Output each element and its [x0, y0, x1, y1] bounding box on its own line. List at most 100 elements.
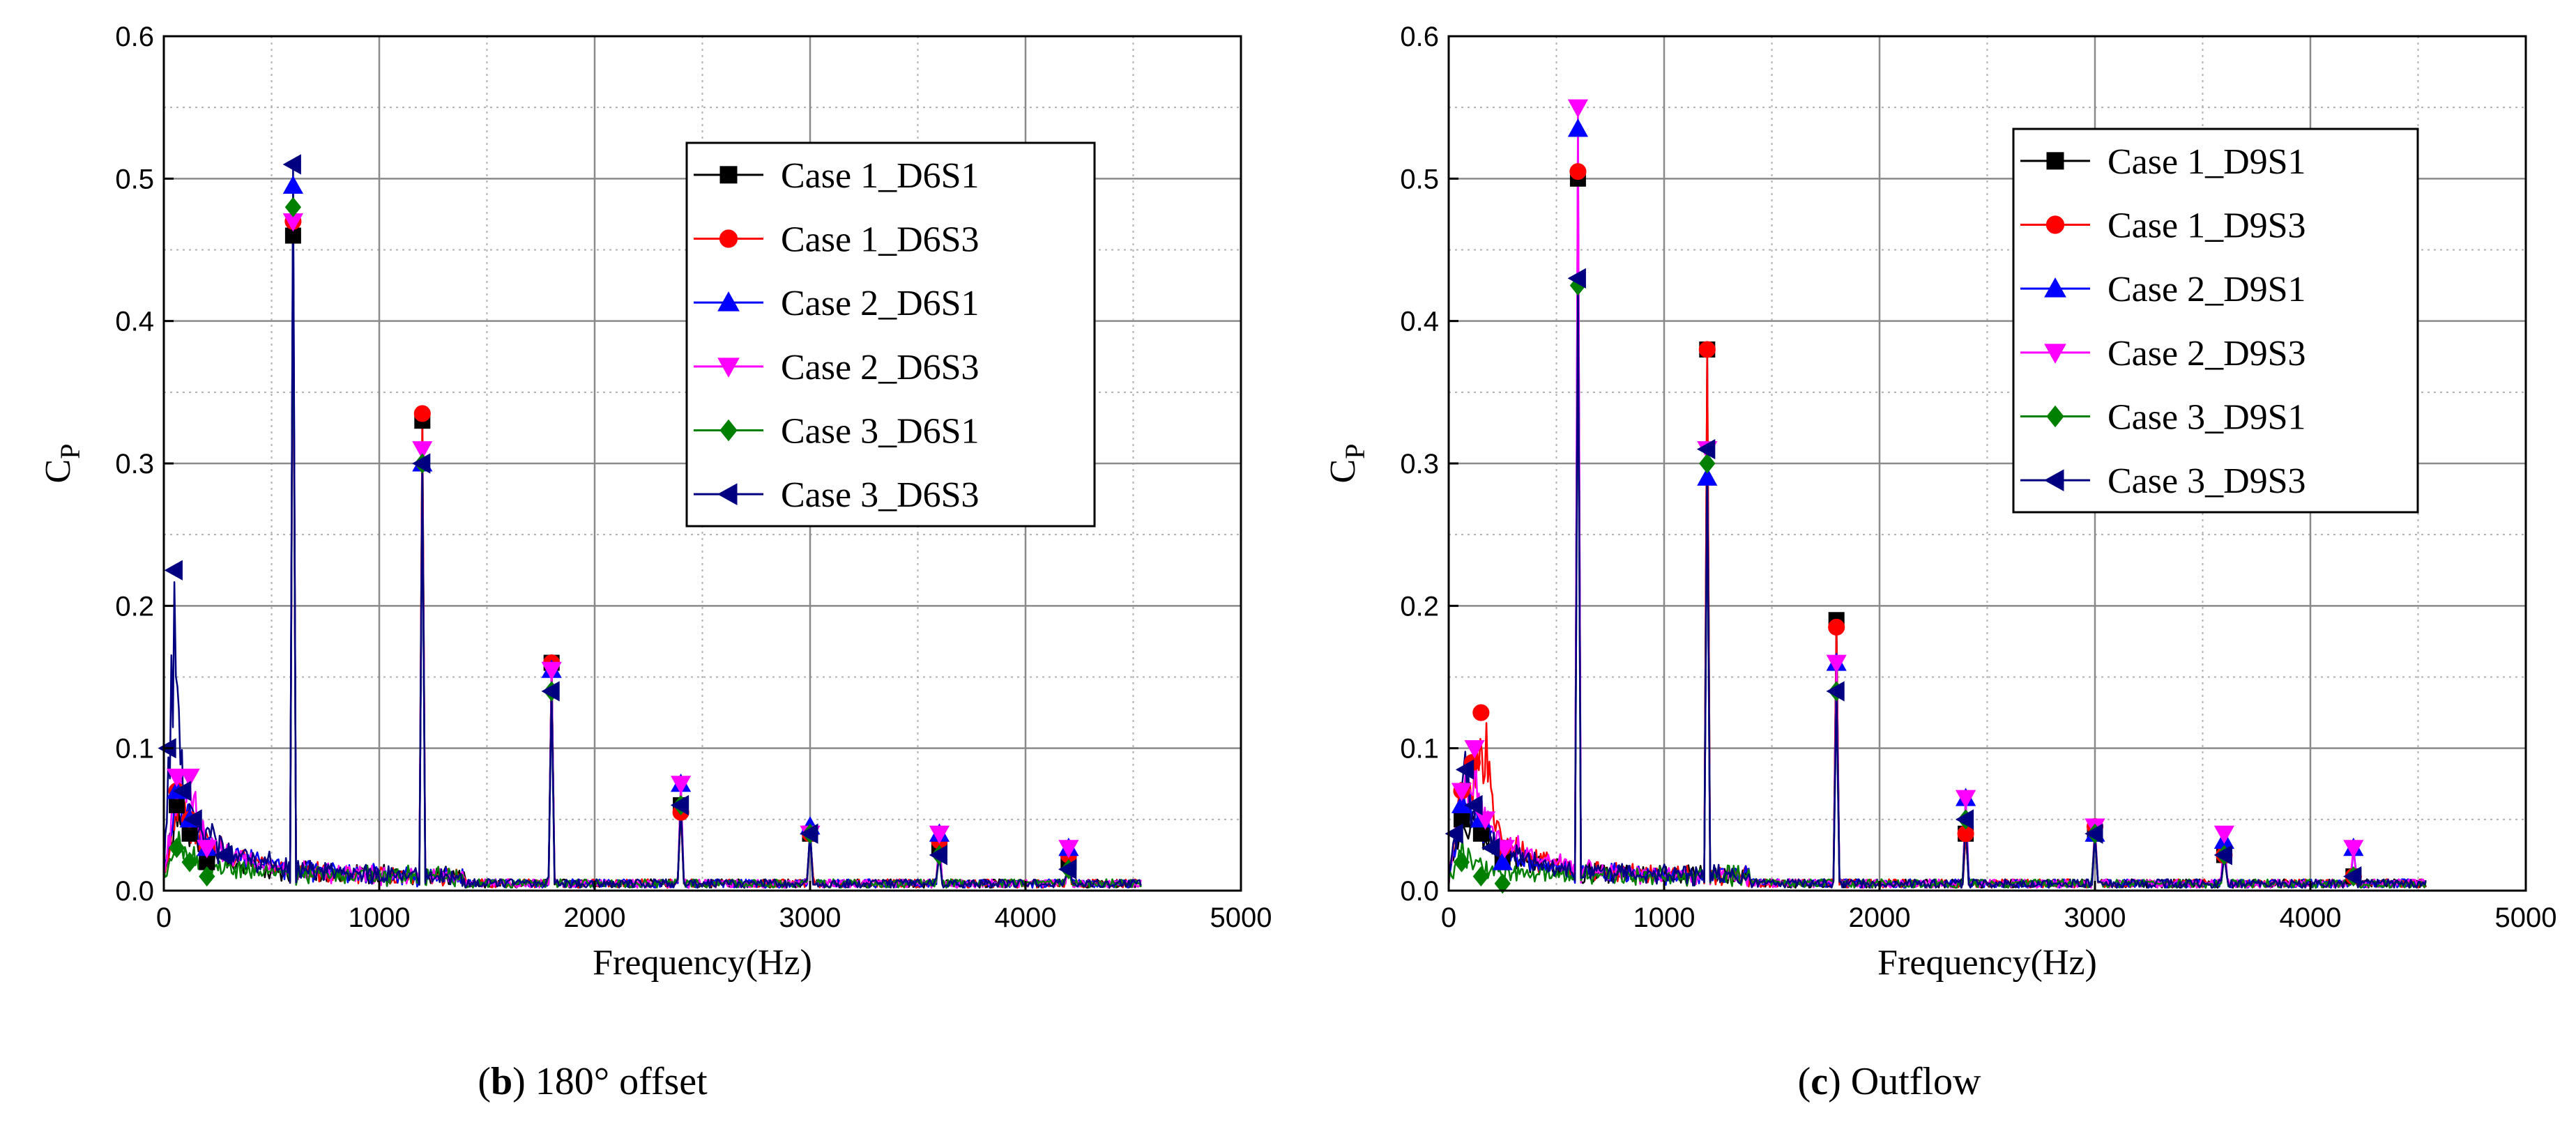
lowfreq-marker-5-2 — [1472, 866, 1489, 887]
peak-marker-4-1 — [1567, 99, 1588, 118]
legend-label-3: Case 2_D6S1 — [781, 284, 980, 323]
lowfreq-marker-6-2 — [1455, 759, 1474, 780]
peak-marker-6-4 — [1955, 809, 1974, 830]
legend-label-1: Case 1_D9S1 — [2108, 142, 2306, 182]
legend-marker-2 — [2045, 215, 2065, 234]
legend-label-6: Case 3_D9S3 — [2108, 461, 2306, 501]
x-tick-label: 3000 — [779, 902, 841, 933]
y-tick-label: 0.6 — [115, 22, 154, 52]
peak-marker-4-2 — [412, 441, 433, 460]
lowfreq-marker-4-1 — [166, 769, 188, 787]
chart-panel-c: 0 1000 2000 3000 4000 5000 0.0 0.1 0.2 0.3 0.4 0.5 0… — [1323, 22, 2556, 983]
y-tick-label: 0.3 — [1400, 449, 1439, 479]
x-tick-label: 1000 — [1633, 902, 1695, 933]
x-tick-label: 1000 — [349, 902, 411, 933]
legend: Case 1_D9S1 Case 1_D9S3 Case 2_D9S1 Case 2_… — [2012, 128, 2419, 514]
legend: Case 1_D6S1 Case 1_D6S3 Case 2_D6S1 Case 2_… — [685, 141, 1096, 528]
legend-label-2: Case 1_D9S3 — [2108, 206, 2306, 246]
lowfreq-marker-4-1 — [1451, 783, 1472, 801]
peak-marker-2-1 — [1569, 163, 1587, 180]
peak-marker-6-2 — [1697, 438, 1716, 460]
lowfreq-marker-4-3 — [1474, 811, 1496, 830]
legend-label-4: Case 2_D9S3 — [2108, 334, 2306, 374]
peak-marker-5-1 — [284, 197, 302, 217]
x-tick-label: 3000 — [2064, 902, 2126, 933]
lowfreq-marker-4-2 — [179, 769, 200, 787]
y-tick-label: 0.5 — [115, 164, 154, 194]
lowfreq-marker-3-3 — [1492, 852, 1513, 870]
lowfreq-marker-6-3 — [173, 781, 192, 801]
legend-marker-3 — [2044, 277, 2066, 298]
peak-marker-3-1 — [1567, 118, 1588, 137]
caption-c-text: Outflow — [1841, 1060, 1981, 1103]
legend-label-3: Case 2_D9S1 — [2108, 270, 2306, 309]
y-axis-label: CP — [38, 444, 86, 484]
peak-marker-6-7 — [2343, 866, 2362, 887]
y-axis-label-sub: P — [54, 444, 86, 459]
legend-marker-1 — [719, 166, 738, 184]
peak-marker-4-6 — [929, 825, 950, 845]
y-tick-label: 0.0 — [1400, 876, 1439, 907]
y-axis-label-main: C — [38, 459, 78, 484]
legend-label-1: Case 1_D6S1 — [781, 156, 980, 196]
series-line-6 — [1447, 277, 2427, 889]
lowfreq-marker-2-3 — [1472, 704, 1490, 721]
y-tick-label: 0.0 — [115, 876, 154, 907]
peak-marker-4-4 — [1956, 790, 1976, 808]
peak-marker-6-5 — [2085, 823, 2103, 844]
legend-label-5: Case 3_D6S1 — [781, 412, 980, 452]
series-lines — [162, 163, 1142, 889]
legend-marker-1 — [2046, 152, 2064, 170]
lowfreq-marker-6-1 — [1445, 823, 1463, 844]
x-tick-label: 2000 — [564, 902, 626, 933]
lowfreq-marker-5-2 — [181, 852, 198, 873]
peak-marker-6-2 — [412, 453, 431, 474]
lowfreq-marker-6-5 — [213, 845, 233, 866]
peak-marker-6-6 — [2213, 845, 2232, 866]
legend-marker-4 — [2044, 344, 2066, 364]
lowfreq-marker-4-4 — [1494, 840, 1515, 859]
y-tick-label: 0.1 — [115, 734, 154, 764]
legend-marker-5 — [2046, 405, 2064, 428]
peak-marker-4-6 — [2213, 825, 2234, 845]
series-markers — [158, 154, 1079, 887]
legend-marker-4 — [717, 358, 740, 378]
caption-c-letter: c — [1811, 1060, 1828, 1103]
legend-marker-6 — [717, 483, 738, 506]
peak-marker-6-6 — [929, 845, 947, 866]
lowfreq-marker-5-1 — [1453, 852, 1470, 873]
x-axis-label: Frequency(Hz) — [593, 943, 812, 983]
peak-marker-4-3 — [1826, 654, 1847, 673]
lowfreq-marker-6-4 — [183, 809, 202, 830]
ticks: 0 1000 2000 3000 4000 5000 0.0 0.1 0.2 0.3 0.4 0.5 0… — [115, 22, 1272, 933]
lowfreq-marker-1-2 — [1472, 825, 1489, 842]
peak-marker-4-7 — [2343, 840, 2364, 859]
y-tick-label: 0.4 — [115, 307, 154, 337]
series-markers — [1445, 99, 2364, 894]
x-tick-label: 2000 — [1849, 902, 1911, 933]
lowfreq-marker-4-2 — [1464, 740, 1485, 759]
peak-marker-4-4 — [671, 776, 692, 794]
lowfreq-marker-6-3 — [1464, 794, 1483, 815]
legend-marker-3 — [717, 291, 740, 312]
peak-marker-6-3 — [1826, 681, 1845, 702]
lowfreq-marker-5-3 — [199, 866, 215, 887]
peak-marker-6-1 — [282, 154, 301, 175]
y-axis-label: CP — [1323, 444, 1371, 484]
y-tick-label: 0.2 — [115, 591, 154, 622]
legend-marker-6 — [2043, 469, 2064, 492]
lowfreq-marker-4-3 — [197, 840, 218, 859]
peak-marker-4-3 — [541, 661, 562, 681]
caption-c: (c) Outflow — [1798, 1060, 1981, 1103]
legend-label-6: Case 3_D6S3 — [781, 475, 980, 515]
peak-marker-3-1 — [282, 175, 303, 194]
x-tick-label: 4000 — [2280, 902, 2342, 933]
legend-box — [2012, 128, 2419, 514]
y-tick-label: 0.1 — [1400, 734, 1439, 764]
y-tick-label: 0.4 — [1400, 307, 1439, 337]
peak-marker-6-1 — [1567, 268, 1586, 289]
caption-b-text: 180° offset — [526, 1060, 708, 1103]
ticks: 0 1000 2000 3000 4000 5000 0.0 0.1 0.2 0.3 0.4 0.5 0… — [1400, 22, 2556, 933]
lowfreq-marker-5-3 — [1494, 873, 1511, 894]
caption-b-letter: b — [491, 1060, 512, 1103]
